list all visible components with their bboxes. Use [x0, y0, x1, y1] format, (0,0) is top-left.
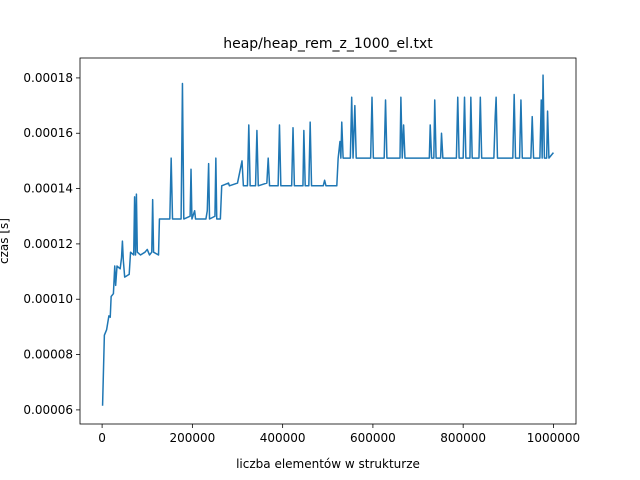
x-tick-label: 600000	[350, 431, 396, 445]
x-tick-label: 1000000	[527, 431, 580, 445]
x-tick-label: 0	[98, 431, 106, 445]
y-tick-label: 0.00016	[23, 126, 73, 140]
x-tick-label: 400000	[260, 431, 306, 445]
x-tick-label: 800000	[440, 431, 486, 445]
y-tick-label: 0.00008	[23, 348, 73, 362]
y-tick-label: 0.00010	[23, 292, 73, 306]
y-tick-label: 0.00018	[23, 71, 73, 85]
y-tick-label: 0.00006	[23, 403, 73, 417]
plot-frame	[79, 57, 577, 425]
y-tick-label: 0.00014	[23, 182, 73, 196]
chart-title: heap/heap_rem_z_1000_el.txt	[223, 36, 433, 52]
x-tick-label: 200000	[169, 431, 215, 445]
data-line	[101, 74, 555, 406]
x-axis-label: liczba elementów w strukturze	[236, 457, 420, 471]
y-tick-label: 0.00012	[23, 237, 73, 251]
y-axis-label: czas [s]	[0, 218, 11, 264]
